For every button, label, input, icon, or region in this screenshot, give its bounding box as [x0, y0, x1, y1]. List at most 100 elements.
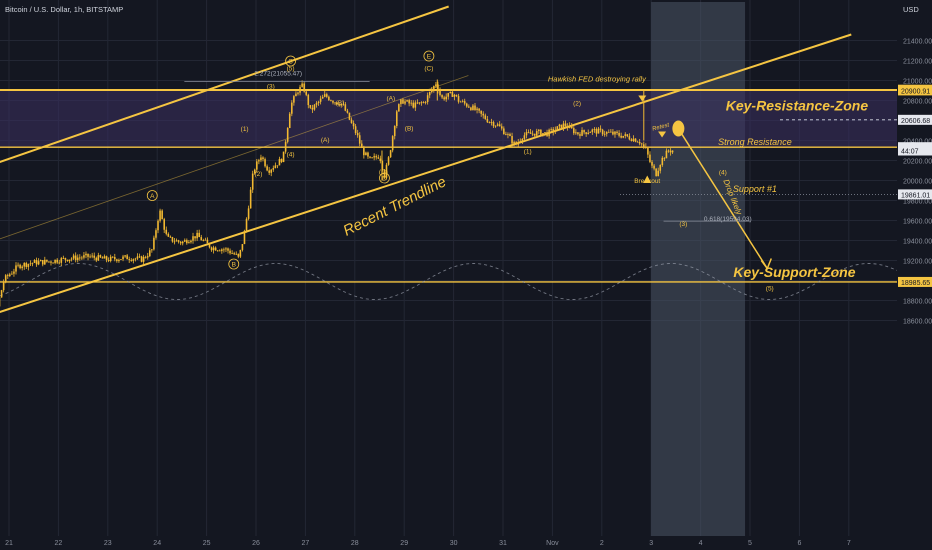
candle-body	[223, 249, 225, 251]
wave-label-4: (4)	[287, 152, 295, 159]
candle-body	[113, 257, 116, 260]
candle-body	[256, 161, 258, 170]
candle-body	[636, 141, 639, 143]
cycle-wave-curve	[0, 263, 898, 300]
candle-body	[669, 150, 672, 153]
candle-body	[404, 101, 406, 104]
candle-body	[237, 253, 240, 257]
candle-body	[638, 141, 641, 144]
wave-label-a: A	[150, 193, 155, 200]
candle-body	[270, 169, 273, 173]
candle-body	[566, 125, 569, 129]
candle-body	[280, 159, 283, 163]
candle-body	[120, 259, 122, 260]
candle-body	[2, 281, 5, 291]
price-label-box	[898, 276, 932, 287]
annotation-breakout: Breakout	[634, 178, 660, 185]
candle-body	[183, 240, 186, 242]
candle-body	[64, 257, 67, 260]
candle-body	[342, 103, 345, 105]
candle-body	[311, 107, 314, 110]
candle-body	[663, 157, 666, 159]
candle-body	[612, 131, 614, 135]
time-axis[interactable]: 21 22 23 24 25 26 27 28 29 30 31 Nov 2 3 4 5 6 7	[0, 536, 932, 550]
annotation-hawkish-fed-destroying-rally: Hawkish FED destroying rally	[548, 75, 647, 84]
candle-body	[527, 132, 530, 133]
candle-body	[251, 173, 254, 190]
candle-body	[295, 93, 297, 97]
candle-body	[659, 165, 662, 171]
candle-body	[167, 233, 170, 237]
candle-body	[640, 143, 643, 145]
price-tick-label: 18800.00	[903, 299, 932, 306]
candle-body	[41, 260, 44, 265]
candle-body	[550, 129, 552, 130]
candle-body	[144, 256, 147, 258]
candle-body	[655, 168, 657, 177]
candle-body	[198, 232, 200, 238]
candle-body	[395, 111, 398, 126]
candle-body	[509, 134, 511, 137]
candle-body	[531, 133, 534, 135]
candle-body	[25, 262, 28, 267]
candle-body	[428, 92, 431, 96]
price-label-box	[898, 145, 932, 156]
candle-body	[202, 240, 205, 241]
wave-label-c: (C)	[424, 66, 433, 73]
price-axis[interactable]: 21400.0021200.0021000.0020800.0020600.00…	[897, 0, 932, 550]
candle-body	[400, 99, 402, 105]
candle-body	[564, 123, 567, 126]
candle-body	[513, 141, 515, 144]
candle-body	[420, 102, 423, 104]
candle-body	[490, 122, 493, 123]
candle-body	[533, 133, 536, 136]
candle-body	[517, 142, 520, 145]
channels-layer	[0, 5, 852, 313]
price-tick-label: 19600.00	[903, 219, 932, 226]
candle-body	[507, 134, 509, 135]
candle-body	[148, 250, 151, 257]
candle-body	[634, 138, 637, 142]
candle-body	[334, 102, 336, 104]
candle-body	[628, 136, 631, 140]
candle-body	[124, 255, 126, 257]
candle-body	[595, 129, 598, 134]
candle-body	[402, 99, 404, 104]
candle-body	[358, 135, 361, 144]
candle-body	[583, 130, 585, 133]
candle-body	[665, 150, 668, 159]
candle-body	[155, 230, 157, 238]
candle-body	[346, 110, 349, 113]
candle-body	[204, 239, 207, 241]
candle-body	[173, 241, 176, 243]
candle-body	[153, 237, 155, 250]
wave-label-b: (B)	[336, 100, 345, 107]
candle-body	[433, 86, 435, 90]
candle-body	[371, 157, 373, 159]
candle-body	[37, 261, 40, 265]
candle-body	[548, 129, 550, 137]
candle-body	[266, 166, 268, 171]
wave-label-4: (4)	[719, 170, 727, 177]
candle-body	[622, 135, 625, 138]
candle-body	[445, 96, 447, 100]
candle-body	[367, 152, 369, 157]
candle-body	[99, 255, 102, 258]
candle-body	[247, 208, 250, 219]
wave-circle-d	[379, 172, 390, 184]
candle-body	[44, 259, 46, 265]
candle-body	[105, 256, 108, 260]
candle-body	[470, 107, 472, 111]
candle-body	[575, 132, 577, 134]
candle-body	[93, 255, 96, 258]
candle-body	[391, 136, 394, 151]
upper-channel	[0, 5, 449, 163]
candle-body	[35, 260, 38, 265]
candle-body	[58, 262, 61, 264]
candle-body	[579, 134, 581, 136]
price-tick-label: 19200.00	[903, 259, 932, 266]
candle-body	[70, 258, 73, 260]
wave-label-b: (B)	[405, 126, 414, 133]
